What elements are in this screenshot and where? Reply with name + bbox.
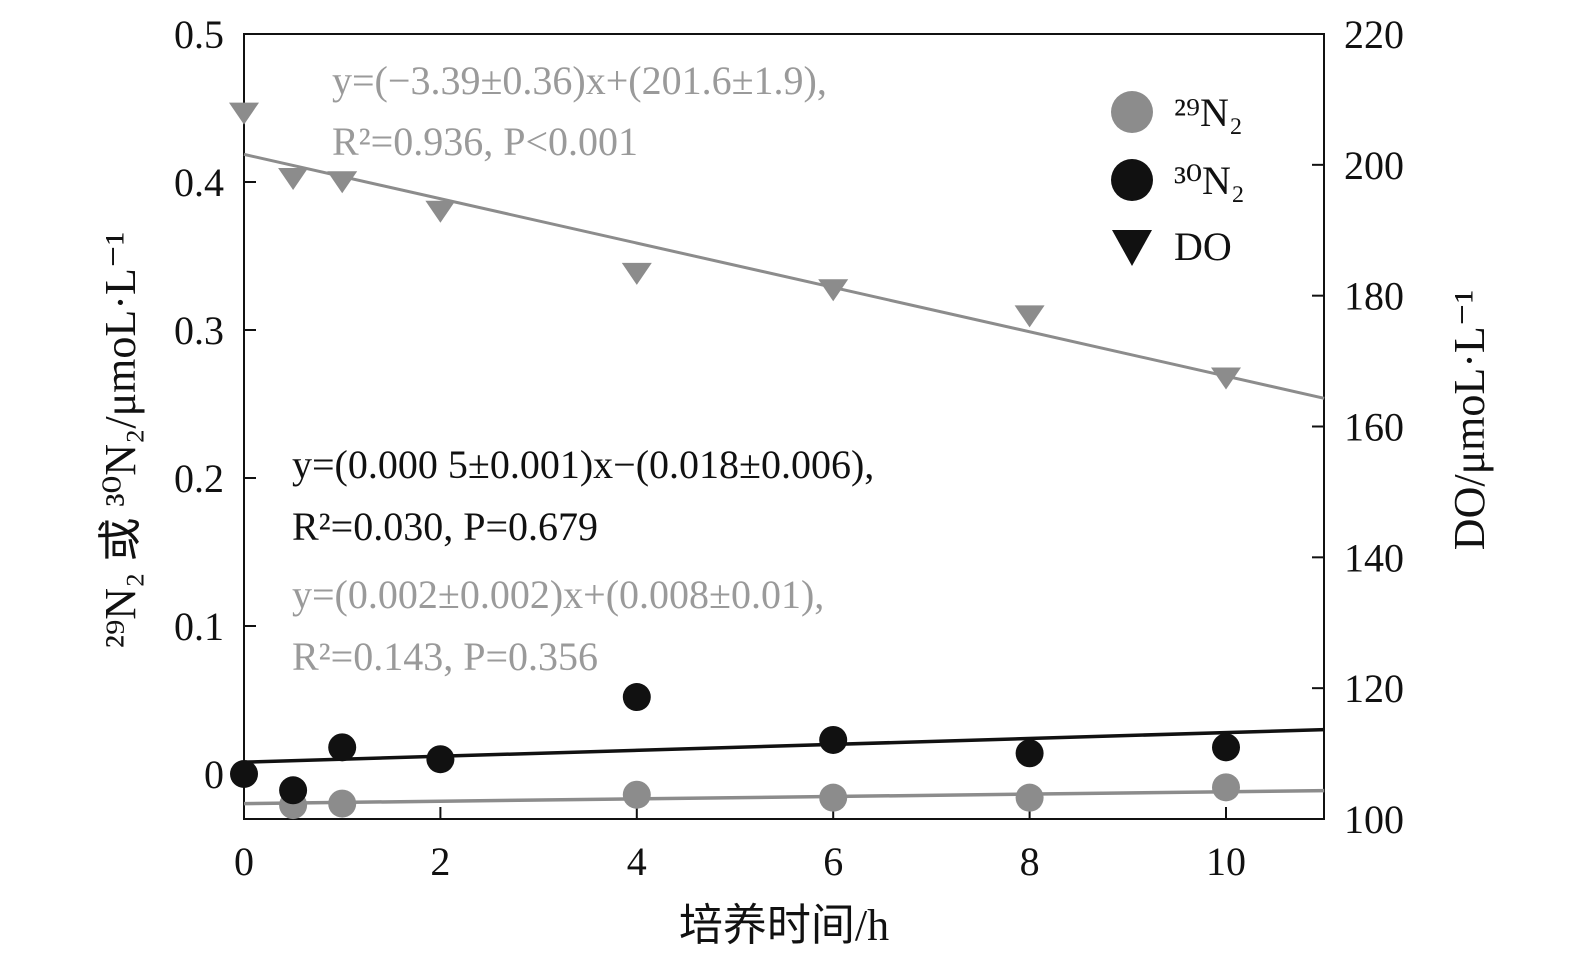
data-point — [328, 789, 357, 818]
x-tick-label: 4 — [627, 839, 647, 884]
y-left-tick-label: 0.1 — [174, 604, 224, 649]
y-left-tick-label: 0 — [204, 752, 224, 797]
y-right-tick-label: 140 — [1344, 535, 1404, 580]
fit-equation: y=(0.002±0.002)x+(0.008±0.01), — [292, 572, 824, 617]
data-point — [1211, 367, 1241, 390]
axis-ticks: 0 2 4 6 8 1000.10.20.30.40.510012014016018020… — [174, 12, 1404, 884]
data-point — [1014, 305, 1045, 328]
data-point — [1015, 739, 1044, 768]
x-tick-label: 6 — [823, 839, 843, 884]
fit-line-1 — [243, 727, 1325, 764]
fit-line-2 — [243, 152, 1325, 400]
data-point — [426, 745, 455, 774]
x-tick-label: 2 — [430, 839, 450, 884]
fit-statistics: R²=0.030, P=0.679 — [292, 504, 598, 549]
y-left-tick-label: 0.2 — [174, 456, 224, 501]
fit-statistics: R²=0.936, P<0.001 — [332, 119, 638, 164]
legend: ²⁹N₂ ³⁰N₂ DO — [1111, 90, 1245, 269]
fit-line-0 — [243, 788, 1325, 806]
data-point — [327, 171, 358, 194]
legend-label: DO — [1174, 224, 1232, 269]
fit-statistics: R²=0.143, P=0.356 — [292, 634, 598, 679]
y-right-tick-label: 220 — [1344, 12, 1404, 57]
x-tick-label: 8 — [1020, 839, 1040, 884]
data-point — [819, 725, 848, 754]
data-point — [229, 102, 259, 125]
data-point — [621, 262, 652, 285]
data-point — [278, 168, 309, 191]
legend-label: ³⁰N₂ — [1174, 158, 1245, 203]
y-left-tick-label: 0.3 — [174, 308, 224, 353]
data-point — [818, 279, 849, 302]
y-axis-title-left: ²⁹N₂ 或 ³⁰N₂/μmoL·L⁻¹ — [96, 232, 145, 648]
data-marks — [229, 102, 1241, 820]
data-point — [279, 776, 308, 805]
legend-marker — [1111, 159, 1153, 201]
x-axis-title: 培养时间/h — [679, 901, 889, 950]
data-point — [622, 683, 651, 712]
data-point — [1015, 783, 1044, 812]
data-point — [1212, 773, 1240, 802]
y-axis-title-right: DO/μmoL·L⁻¹ — [1445, 290, 1494, 550]
y-right-tick-label: 100 — [1344, 797, 1404, 842]
fit-lines — [243, 152, 1325, 806]
y-left-tick-label: 0.4 — [174, 160, 224, 205]
fit-equations: y=(0.002±0.002)x+(0.008±0.01), R²=0.143, … — [292, 58, 874, 679]
legend-marker — [1112, 230, 1152, 266]
data-point — [819, 783, 848, 812]
fit-equation: y=(−3.39±0.36)x+(201.6±1.9), — [332, 58, 827, 103]
data-point — [425, 200, 456, 223]
y-right-tick-label: 180 — [1344, 274, 1404, 319]
legend-label: ²⁹N₂ — [1174, 90, 1243, 135]
x-tick-label: 10 — [1206, 839, 1246, 884]
x-tick-label: 0 — [234, 839, 254, 884]
data-point — [622, 780, 651, 809]
data-point — [1212, 733, 1240, 762]
fit-equation: y=(0.000 5±0.001)x−(0.018±0.006), — [292, 442, 874, 487]
legend-marker — [1111, 91, 1153, 133]
data-point — [328, 733, 357, 762]
y-right-tick-label: 160 — [1344, 405, 1404, 450]
y-right-tick-label: 120 — [1344, 666, 1404, 711]
y-left-tick-label: 0.5 — [174, 12, 224, 57]
y-right-tick-label: 200 — [1344, 143, 1404, 188]
data-point — [230, 760, 258, 788]
